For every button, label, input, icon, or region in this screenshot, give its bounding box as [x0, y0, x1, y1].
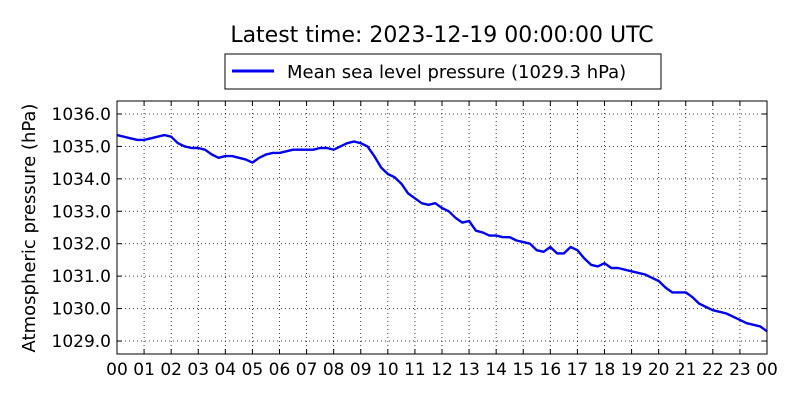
- x-tick-label: 04: [215, 360, 237, 380]
- x-tick-label: 12: [431, 360, 453, 380]
- x-tick-label: 22: [702, 360, 724, 380]
- x-tick-label: 01: [133, 360, 155, 380]
- x-tick-label: 13: [458, 360, 480, 380]
- x-tick-label: 11: [404, 360, 426, 380]
- x-tick-label: 20: [648, 360, 670, 380]
- x-tick-label: 21: [675, 360, 697, 380]
- x-tick-label: 08: [323, 360, 345, 380]
- grid: [117, 101, 767, 354]
- axes: [116, 100, 768, 355]
- x-tick-label: 14: [485, 360, 507, 380]
- y-tick-label: 1032.0: [52, 235, 111, 255]
- series-line-mean-sea-level-pressure: [116, 133, 768, 333]
- x-tick-label: 05: [242, 360, 264, 380]
- x-tick-label: 15: [512, 360, 534, 380]
- x-axis-ticks: 00 01 02 03 04 05 06 07 08 09 10 11 12 13 14 15 16 17 18 19…: [106, 101, 778, 380]
- x-tick-label: 10: [377, 360, 399, 380]
- y-axis-ticks: 1029.0 1030.0 1031.0 1032.0 1033.0 1034.0 1035…: [52, 105, 767, 352]
- x-tick-label: 18: [594, 360, 616, 380]
- y-axis-label: Atmospheric pressure (hPa): [19, 104, 40, 353]
- x-tick-label: 00: [756, 360, 778, 380]
- x-tick-label: 03: [187, 360, 209, 380]
- x-tick-label: 07: [296, 360, 318, 380]
- x-tick-label: 09: [350, 360, 372, 380]
- series-layer: [116, 133, 768, 333]
- y-tick-label: 1034.0: [52, 170, 111, 190]
- legend-box: [224, 53, 662, 90]
- y-tick-label: 1036.0: [52, 105, 111, 125]
- y-tick-label: 1030.0: [52, 300, 111, 320]
- chart-title: Latest time: 2023-12-19 00:00:00 UTC: [230, 23, 653, 48]
- y-tick-label: 1035.0: [52, 137, 111, 157]
- x-tick-label: 19: [621, 360, 643, 380]
- legend-series-label: Mean sea level pressure (1029.3 hPa): [287, 62, 626, 83]
- x-tick-label: 16: [540, 360, 562, 380]
- x-tick-label: 02: [160, 360, 182, 380]
- plot-frame: [116, 100, 768, 355]
- x-tick-label: 23: [729, 360, 751, 380]
- y-tick-label: 1031.0: [52, 267, 111, 287]
- x-tick-label: 06: [269, 360, 291, 380]
- legend: Mean sea level pressure (1029.3 hPa): [224, 53, 662, 90]
- y-tick-label: 1033.0: [52, 202, 111, 222]
- y-tick-label: 1029.0: [52, 332, 111, 352]
- x-tick-label: 00: [106, 360, 128, 380]
- x-tick-label: 17: [567, 360, 589, 380]
